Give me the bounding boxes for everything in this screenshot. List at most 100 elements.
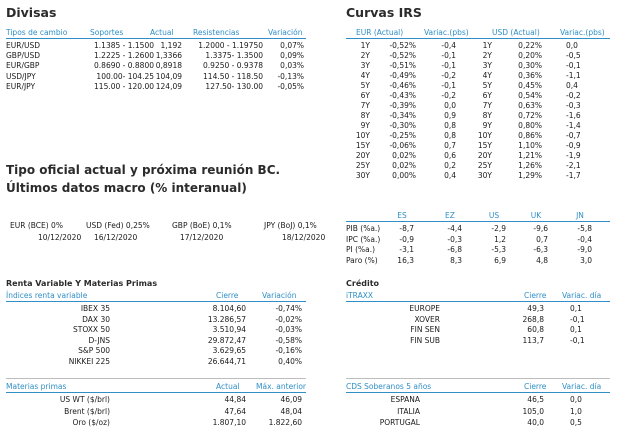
- curvas-tenor-usd: 30Y: [477, 171, 492, 180]
- curvas-usd-var: 0,4: [566, 81, 578, 90]
- curvas-tenor-usd: 4Y: [482, 71, 492, 80]
- divisas-soportes: 115.00 - 120.00: [94, 81, 154, 91]
- divisas-resistencias: 0.9250 - 0.9378: [203, 61, 263, 71]
- renta-variacion: -0,74%: [275, 304, 302, 313]
- renta-index-name: DAX 30: [82, 314, 110, 324]
- macro-value: 8,3: [450, 255, 462, 265]
- curvas-tenor-usd: 15Y: [477, 141, 492, 150]
- curvas-header-rule: [346, 38, 610, 39]
- materias-header-max: Máx. anterior: [256, 382, 307, 391]
- macro-value: -0,4: [577, 234, 592, 244]
- macro-value: -6,8: [447, 245, 462, 254]
- materias-name: Brent ($/brl): [64, 406, 110, 416]
- macro-value: -9,6: [533, 224, 548, 233]
- curvas-eur-var: -0,2: [441, 71, 456, 80]
- materias-name: Oro ($/oz): [72, 418, 110, 427]
- divisas-header-soportes: Soportes: [90, 28, 124, 37]
- curvas-eur-var: 0,8: [444, 131, 456, 140]
- curvas-usd-value: 0,86%: [518, 131, 542, 140]
- credito-name: XOVER: [414, 314, 440, 324]
- curvas-tenor-usd: 6Y: [482, 91, 492, 100]
- curvas-tenor-usd: 9Y: [482, 121, 492, 130]
- divisas-pair: EUR/GBP: [6, 61, 40, 71]
- divisas-header-variacion: Variación: [268, 28, 303, 37]
- curvas-tenor-usd: 5Y: [482, 81, 492, 90]
- curvas-eur-value: -0,49%: [389, 71, 416, 80]
- curvas-usd-value: 0,20%: [518, 51, 542, 60]
- curvas-usd-value: 0,80%: [518, 121, 542, 130]
- curvas-tenor-usd: 20Y: [477, 151, 492, 160]
- macro-header-ez: EZ: [445, 211, 455, 220]
- macro-value: 1,2: [494, 234, 506, 244]
- divisas-soportes: 100.00- 104.25: [96, 71, 154, 81]
- curvas-usd-var: -0,3: [566, 101, 581, 110]
- divisas-resistencias: 127.50- 130.00: [205, 81, 263, 91]
- macro-value: -5,3: [491, 245, 506, 254]
- curvas-usd-value: 0,63%: [518, 101, 542, 110]
- divisas-actual: 1,3366: [155, 51, 182, 61]
- curvas-eur-var: -0,1: [441, 51, 456, 60]
- macro-header-us: US: [488, 211, 500, 220]
- divisas-soportes: 0.8690 - 0.8800: [94, 61, 154, 71]
- macro-row-label: PIB (%a.): [346, 224, 381, 233]
- curvas-eur-value: -0,43%: [389, 91, 416, 100]
- macro-header-rule: [346, 221, 610, 222]
- curvas-tenor-usd: 1Y: [482, 41, 492, 50]
- renta-index-name: NIKKEI 225: [68, 356, 110, 366]
- macro-value: -9,0: [577, 245, 592, 254]
- macro-row-label: Paro (%): [346, 255, 378, 265]
- curvas-usd-value: 0,36%: [518, 71, 542, 80]
- curvas-tenor-usd: 2Y: [482, 51, 492, 60]
- curvas-usd-var: -2,1: [566, 161, 581, 170]
- curvas-eur-var: 0,7: [444, 141, 456, 150]
- curvas-tenor-eur: 6Y: [360, 91, 370, 100]
- divisas-resistencias: 1.2000 - 1.19750: [198, 41, 263, 50]
- macro-value: -2,9: [491, 224, 506, 233]
- cds-top-rule: [346, 378, 610, 379]
- rate-date: 18/12/2020: [282, 233, 326, 242]
- tipo-title-line2: Últimos datos macro (% interanual): [6, 181, 247, 195]
- curvas-usd-var: -1,7: [566, 171, 581, 180]
- curvas-tenor-usd: 8Y: [482, 111, 492, 120]
- curvas-tenor-eur: 15Y: [355, 141, 370, 150]
- cds-variac: 0,5: [570, 418, 582, 427]
- materias-actual: 47,64: [224, 406, 246, 416]
- materias-actual: 1.807,10: [212, 418, 246, 427]
- curvas-usd-var: -0,9: [566, 141, 581, 150]
- cds-header-name: CDS Soberanos 5 años: [346, 382, 432, 391]
- credito-title: Crédito: [346, 279, 380, 288]
- tipo-title-line1: Tipo oficial actual y próxima reunión BC…: [6, 163, 281, 177]
- renta-index-name: S&P 500: [78, 346, 110, 355]
- curvas-usd-var: -0,1: [566, 61, 581, 70]
- curvas-eur-var: 0,6: [444, 151, 456, 160]
- renta-index-name: IBEX 35: [80, 304, 110, 313]
- divisas-header-pair: Tipos de cambio: [6, 28, 68, 37]
- macro-header-es: ES: [397, 211, 407, 220]
- materias-actual: 44,84: [224, 395, 246, 404]
- credito-header-itraxx: iTRAXX: [346, 291, 373, 300]
- curvas-usd-value: 0,45%: [518, 81, 542, 90]
- curvas-header-eur: EUR (Actual): [356, 28, 404, 37]
- curvas-eur-value: -0,06%: [389, 141, 416, 150]
- renta-index-name: D-JNS: [88, 335, 110, 345]
- curvas-eur-var: 0,8: [444, 121, 456, 130]
- materias-max: 1.822,60: [268, 418, 302, 427]
- macro-value: -6,3: [533, 245, 548, 254]
- curvas-usd-value: 0,54%: [518, 91, 542, 100]
- divisas-soportes: 1.1385 - 1.1500: [94, 41, 154, 50]
- curvas-usd-value: 1,26%: [518, 161, 542, 170]
- curvas-tenor-eur: 3Y: [360, 61, 370, 70]
- divisas-soportes: 1.2225 - 1.2600: [94, 51, 154, 61]
- cds-header-cierre: Cierre: [524, 382, 547, 391]
- curvas-header-usd: USD (Actual): [492, 28, 540, 37]
- divisas-actual: 0,8918: [155, 61, 182, 71]
- renta-header-rule: [6, 301, 306, 302]
- renta-header-indices: Índices renta variable: [6, 291, 88, 300]
- curvas-usd-var: -1,9: [566, 151, 581, 160]
- curvas-tenor-eur: 4Y: [360, 71, 370, 80]
- renta-cierre: 8.104,60: [212, 304, 246, 313]
- credito-name: FIN SUB: [410, 335, 440, 345]
- curvas-usd-var: -1,4: [566, 121, 581, 130]
- credito-header-variac: Variac. día: [562, 291, 602, 300]
- curvas-eur-var: 0,0: [444, 101, 456, 110]
